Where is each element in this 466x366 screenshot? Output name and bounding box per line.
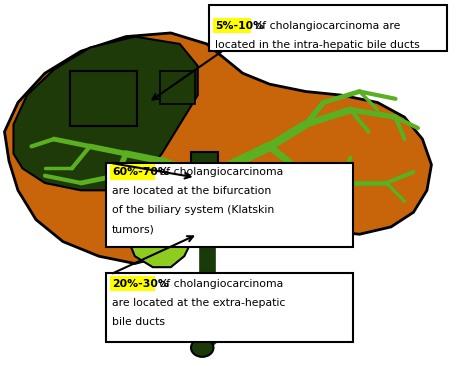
Text: bile ducts: bile ducts: [112, 317, 165, 327]
Polygon shape: [126, 168, 193, 267]
Text: 20%-30%: 20%-30%: [112, 279, 169, 289]
Text: located in the intra-hepatic bile ducts: located in the intra-hepatic bile ducts: [215, 40, 420, 50]
FancyBboxPatch shape: [69, 71, 137, 126]
Text: of cholangiocarcinoma are: of cholangiocarcinoma are: [252, 20, 400, 31]
Text: of cholangiocarcinoma: of cholangiocarcinoma: [156, 167, 283, 177]
Polygon shape: [14, 37, 198, 190]
Text: 60%-70%: 60%-70%: [112, 167, 169, 177]
Polygon shape: [5, 33, 432, 264]
FancyBboxPatch shape: [191, 152, 218, 185]
FancyBboxPatch shape: [106, 163, 353, 247]
FancyBboxPatch shape: [110, 276, 155, 291]
Text: tumors): tumors): [112, 224, 155, 234]
Text: of cholangiocarcinoma: of cholangiocarcinoma: [156, 279, 283, 289]
Text: are located at the bifurcation: are located at the bifurcation: [112, 186, 271, 196]
FancyBboxPatch shape: [106, 273, 353, 342]
FancyBboxPatch shape: [110, 164, 155, 180]
FancyBboxPatch shape: [159, 71, 196, 104]
FancyBboxPatch shape: [209, 5, 447, 51]
Text: of the biliary system (Klatskin: of the biliary system (Klatskin: [112, 205, 274, 215]
Circle shape: [191, 339, 213, 357]
FancyBboxPatch shape: [213, 18, 251, 33]
Text: 5%-10%: 5%-10%: [215, 20, 264, 31]
Text: are located at the extra-hepatic: are located at the extra-hepatic: [112, 298, 285, 308]
